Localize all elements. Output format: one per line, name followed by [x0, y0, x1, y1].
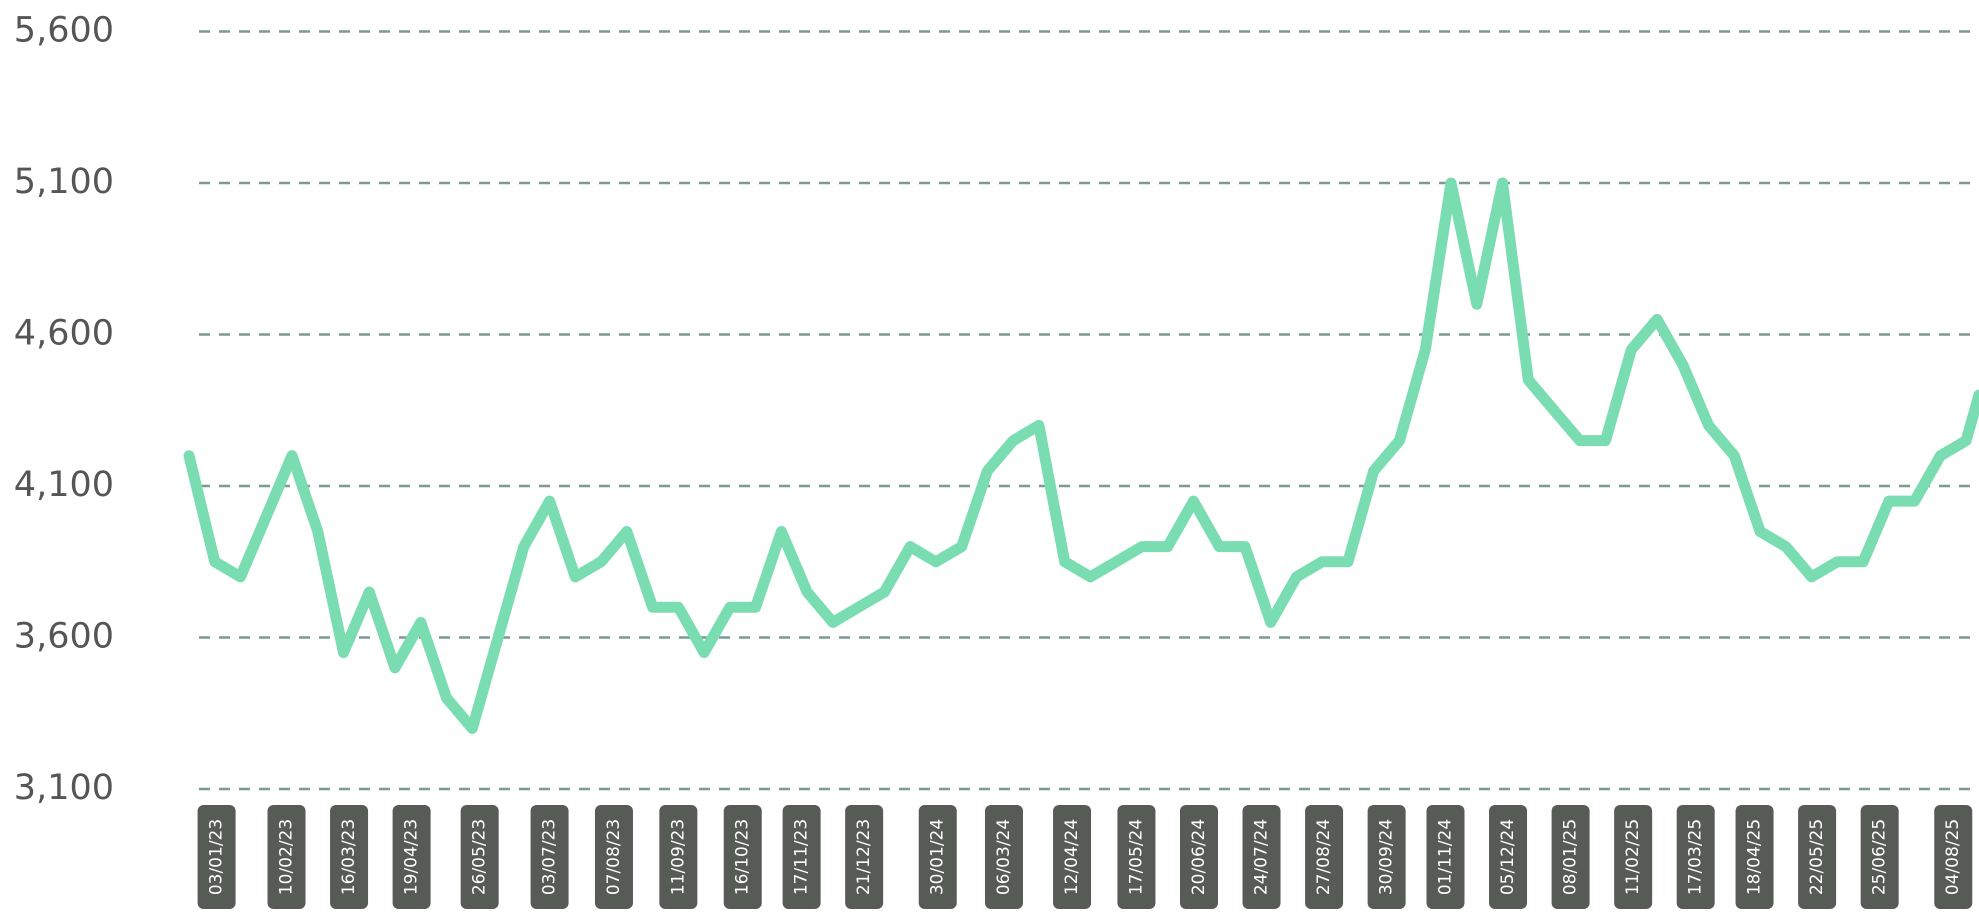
x-tick-badge: [530, 805, 569, 909]
y-tick-label: 4,600: [14, 314, 114, 354]
x-tick-label: 05/12/24: [1498, 819, 1518, 895]
y-tick-label: 3,100: [14, 768, 114, 808]
x-tick-badge: [1860, 805, 1899, 909]
x-tick: 11/09/23: [659, 805, 698, 909]
x-tick-label: 22/05/25: [1807, 819, 1827, 895]
x-tick: 21/12/23: [845, 805, 884, 909]
x-tick-label: 12/04/24: [1062, 819, 1082, 895]
x-tick: 24/07/24: [1242, 805, 1281, 909]
x-tick-label: 30/01/24: [928, 819, 948, 895]
x-tick-badge: [1053, 805, 1092, 909]
x-tick: 19/04/23: [392, 805, 431, 909]
x-tick-badge: [782, 805, 821, 909]
x-tick-badge: [1614, 805, 1653, 909]
x-tick: 17/11/23: [782, 805, 821, 909]
x-tick-badge: [1179, 805, 1218, 909]
x-tick-label: 03/01/23: [207, 819, 227, 895]
x-tick-badge: [723, 805, 762, 909]
x-tick: 07/08/23: [594, 805, 633, 909]
x-tick-badge: [1489, 805, 1528, 909]
x-tick-label: 21/12/23: [854, 819, 874, 895]
x-tick-badge: [267, 805, 306, 909]
y-tick-label: 3,600: [14, 617, 114, 657]
x-tick-label: 08/01/25: [1561, 819, 1581, 895]
x-tick-badge: [1798, 805, 1837, 909]
x-tick-label: 04/08/25: [1943, 819, 1963, 895]
x-tick-badge: [330, 805, 369, 909]
x-tick-label: 18/04/25: [1745, 819, 1765, 895]
x-tick: 11/02/25: [1614, 805, 1653, 909]
x-tick-label: 07/08/23: [604, 819, 624, 895]
x-tick: 08/01/25: [1551, 805, 1590, 909]
x-tick: 22/05/25: [1798, 805, 1837, 909]
x-tick-label: 25/06/25: [1870, 819, 1890, 895]
x-tick-label: 03/07/23: [540, 819, 560, 895]
x-tick-badge: [1551, 805, 1590, 909]
x-tick-badge: [1117, 805, 1156, 909]
x-tick-badge: [659, 805, 698, 909]
x-tick-badge: [392, 805, 431, 909]
x-tick-badge: [1426, 805, 1465, 909]
x-tick: 10/02/23: [267, 805, 306, 909]
x-tick: 16/10/23: [723, 805, 762, 909]
x-tick-label: 10/02/23: [277, 819, 297, 895]
x-tick-label: 19/04/23: [402, 819, 422, 895]
x-tick-label: 01/11/24: [1435, 819, 1455, 895]
x-tick: 26/05/23: [460, 805, 499, 909]
x-tick-badge: [1305, 805, 1344, 909]
x-tick: 12/04/24: [1053, 805, 1092, 909]
y-tick-label: 5,100: [14, 162, 114, 202]
x-tick-badge: [1676, 805, 1715, 909]
x-tick: 05/12/24: [1489, 805, 1528, 909]
x-tick-label: 16/10/23: [733, 819, 753, 895]
x-tick-label: 11/09/23: [668, 819, 688, 895]
x-tick: 30/01/24: [918, 805, 957, 909]
x-tick-label: 17/05/24: [1126, 819, 1146, 895]
x-tick-label: 26/05/23: [470, 819, 490, 895]
x-tick: 16/03/23: [330, 805, 369, 909]
data-line: [183, 177, 1979, 734]
x-tick-badge: [845, 805, 884, 909]
x-tick-label: 16/03/23: [339, 819, 359, 895]
x-tick-badge: [197, 805, 236, 909]
x-tick-badge: [1367, 805, 1406, 909]
x-tick: 30/09/24: [1367, 805, 1406, 909]
x-tick: 01/11/24: [1426, 805, 1465, 909]
x-tick-badge: [594, 805, 633, 909]
x-tick-badge: [1735, 805, 1774, 909]
x-tick-badge: [1934, 805, 1973, 909]
x-tick: 06/03/24: [984, 805, 1023, 909]
x-tick: 20/06/24: [1179, 805, 1218, 909]
x-tick: 17/05/24: [1117, 805, 1156, 909]
x-tick-badge: [1242, 805, 1281, 909]
x-tick-label: 11/02/25: [1623, 819, 1643, 895]
x-tick-label: 17/03/25: [1686, 819, 1706, 895]
x-tick: 03/07/23: [530, 805, 569, 909]
x-tick-badge: [918, 805, 957, 909]
x-tick-label: 20/06/24: [1189, 819, 1209, 895]
x-tick: 17/03/25: [1676, 805, 1715, 909]
x-tick-label: 30/09/24: [1377, 819, 1397, 895]
x-tick-label: 27/08/24: [1314, 819, 1334, 895]
x-tick: 04/08/25: [1934, 805, 1973, 909]
x-tick: 18/04/25: [1735, 805, 1774, 909]
x-tick-label: 17/11/23: [792, 819, 812, 895]
x-tick-badge: [984, 805, 1023, 909]
y-tick-label: 5,600: [14, 11, 114, 51]
x-tick-label: 06/03/24: [994, 819, 1014, 895]
x-tick: 03/01/23: [197, 805, 236, 909]
x-tick: 25/06/25: [1860, 805, 1899, 909]
y-tick-label: 4,100: [14, 465, 114, 505]
x-tick-badge: [460, 805, 499, 909]
x-tick-label: 24/07/24: [1252, 819, 1272, 895]
x-tick: 27/08/24: [1305, 805, 1344, 909]
